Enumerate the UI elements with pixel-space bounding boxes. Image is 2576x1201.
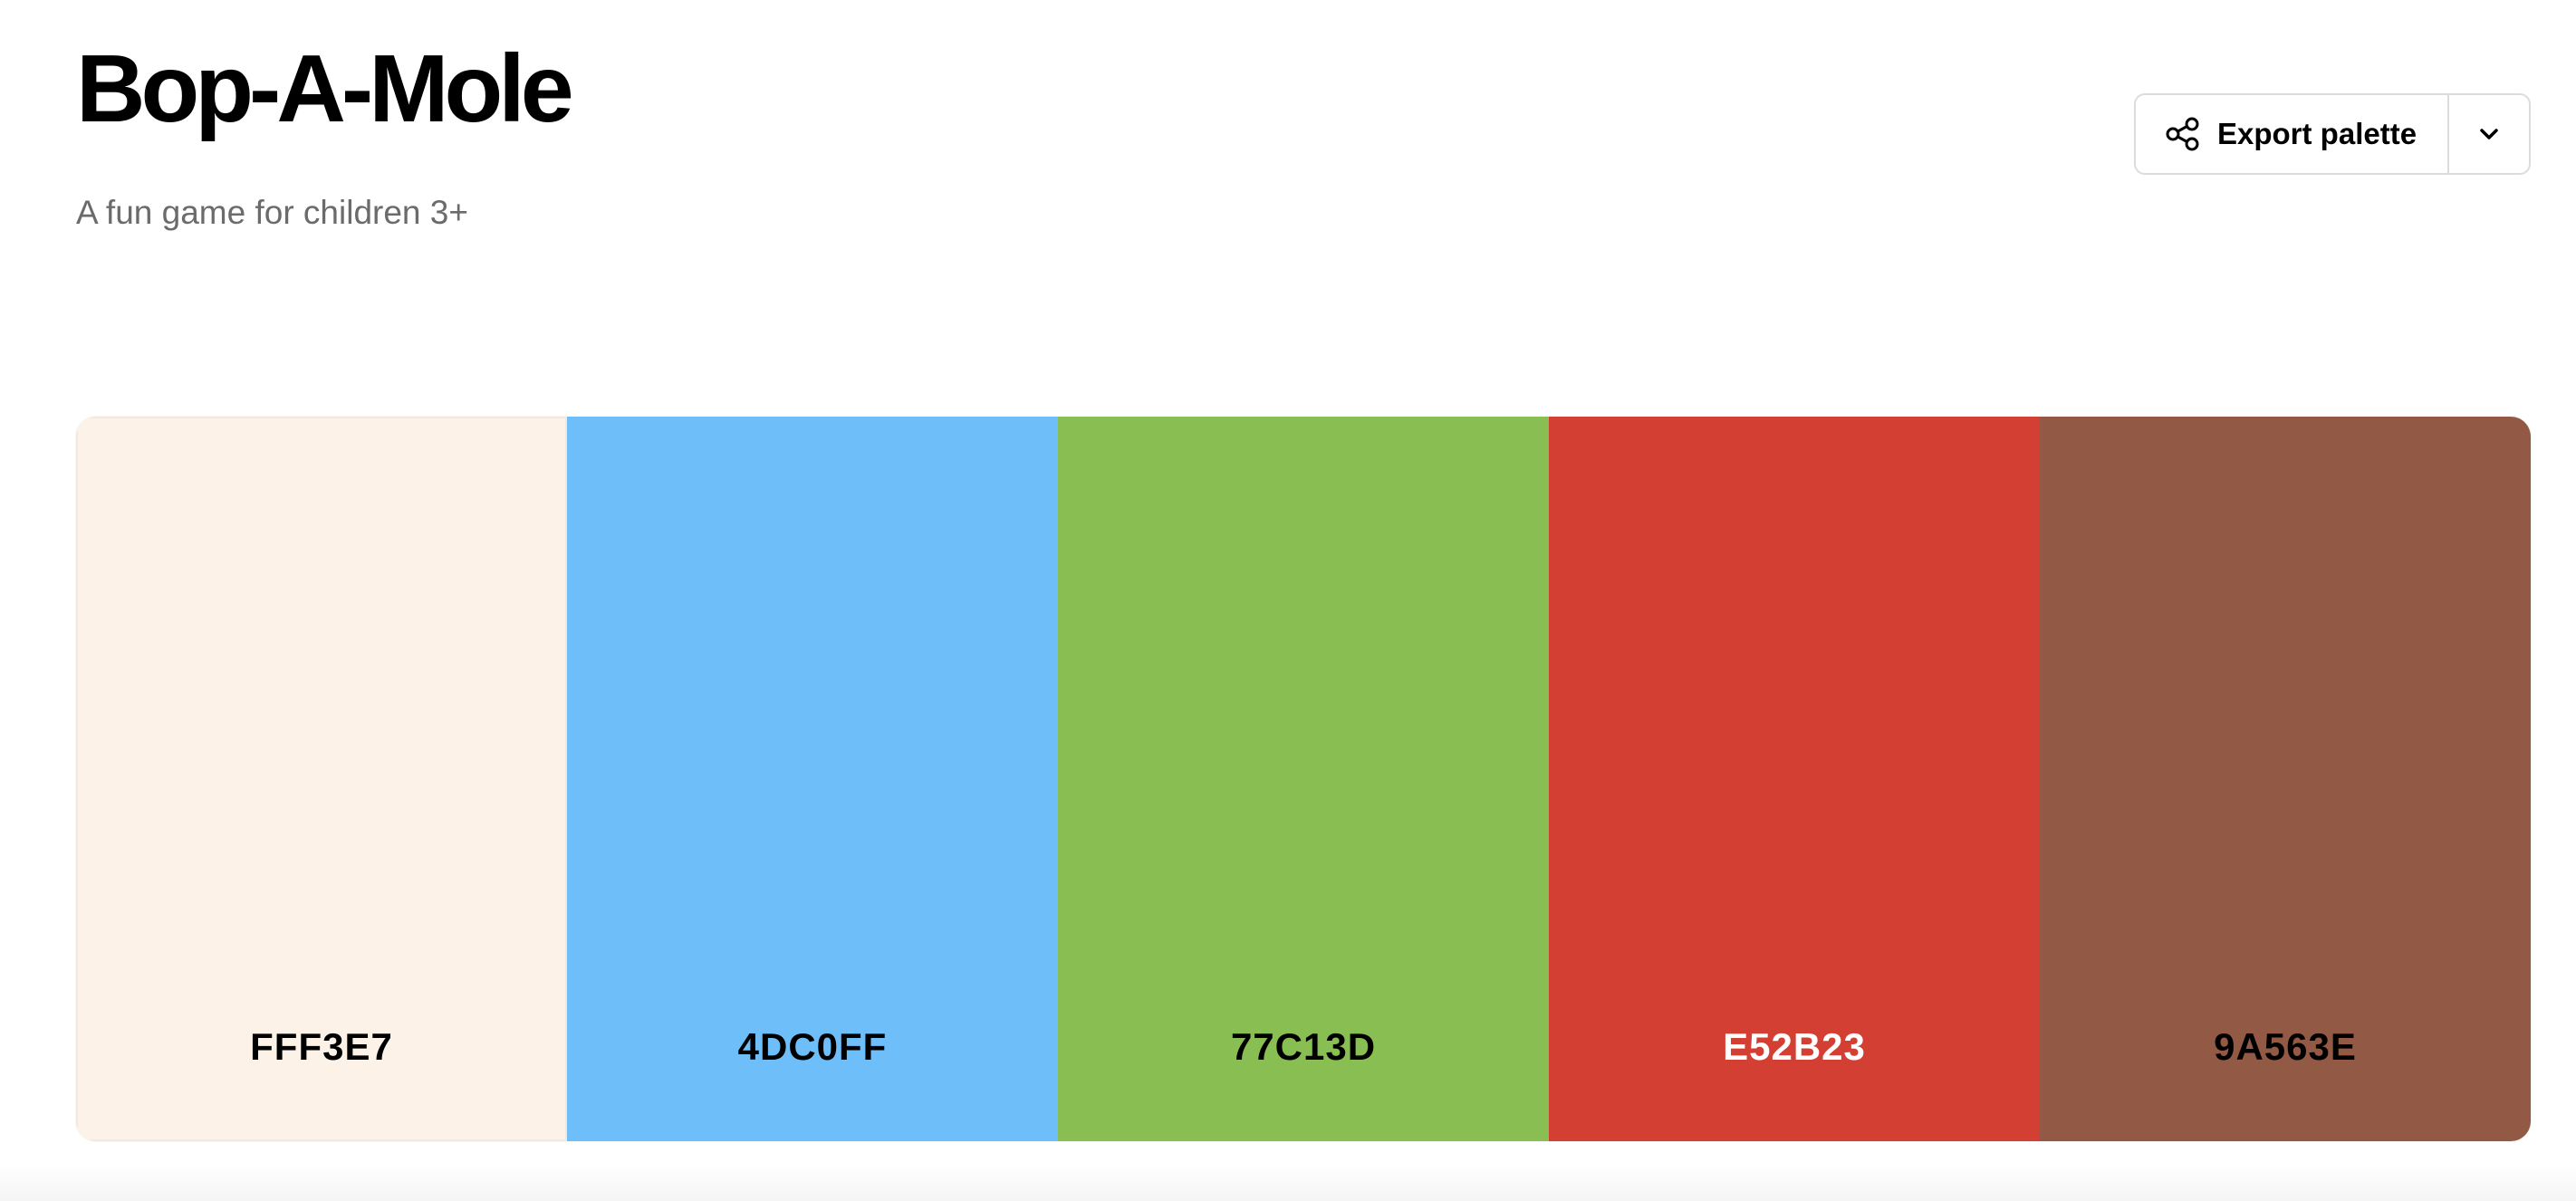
- bottom-fade: [0, 1165, 2576, 1201]
- color-swatch-5[interactable]: 9A563E: [2040, 417, 2531, 1141]
- color-swatch-1[interactable]: FFF3E7: [76, 417, 567, 1141]
- export-palette-label: Export palette: [2217, 117, 2417, 150]
- export-palette-button[interactable]: Export palette: [2136, 95, 2447, 173]
- swatch-hex-label: FFF3E7: [250, 1025, 393, 1068]
- swatch-hex-label: 9A563E: [2214, 1025, 2357, 1068]
- color-swatch-4[interactable]: E52B23: [1549, 417, 2040, 1141]
- color-swatch-3[interactable]: 77C13D: [1058, 417, 1549, 1141]
- color-palette: FFF3E7 4DC0FF 77C13D E52B23 9A563E: [76, 417, 2531, 1141]
- swatch-hex-label: 77C13D: [1230, 1025, 1377, 1068]
- export-button-group: Export palette: [2134, 93, 2531, 175]
- chevron-down-icon: [2475, 120, 2503, 148]
- color-swatch-2[interactable]: 4DC0FF: [567, 417, 1058, 1141]
- page-title: Bop-A-Mole: [76, 35, 574, 142]
- swatch-hex-label: 4DC0FF: [737, 1025, 888, 1068]
- share-icon: [2165, 116, 2201, 152]
- swatch-hex-label: E52B23: [1723, 1025, 1866, 1068]
- export-options-dropdown[interactable]: [2447, 95, 2529, 173]
- page-subtitle: A fun game for children 3+: [76, 194, 468, 231]
